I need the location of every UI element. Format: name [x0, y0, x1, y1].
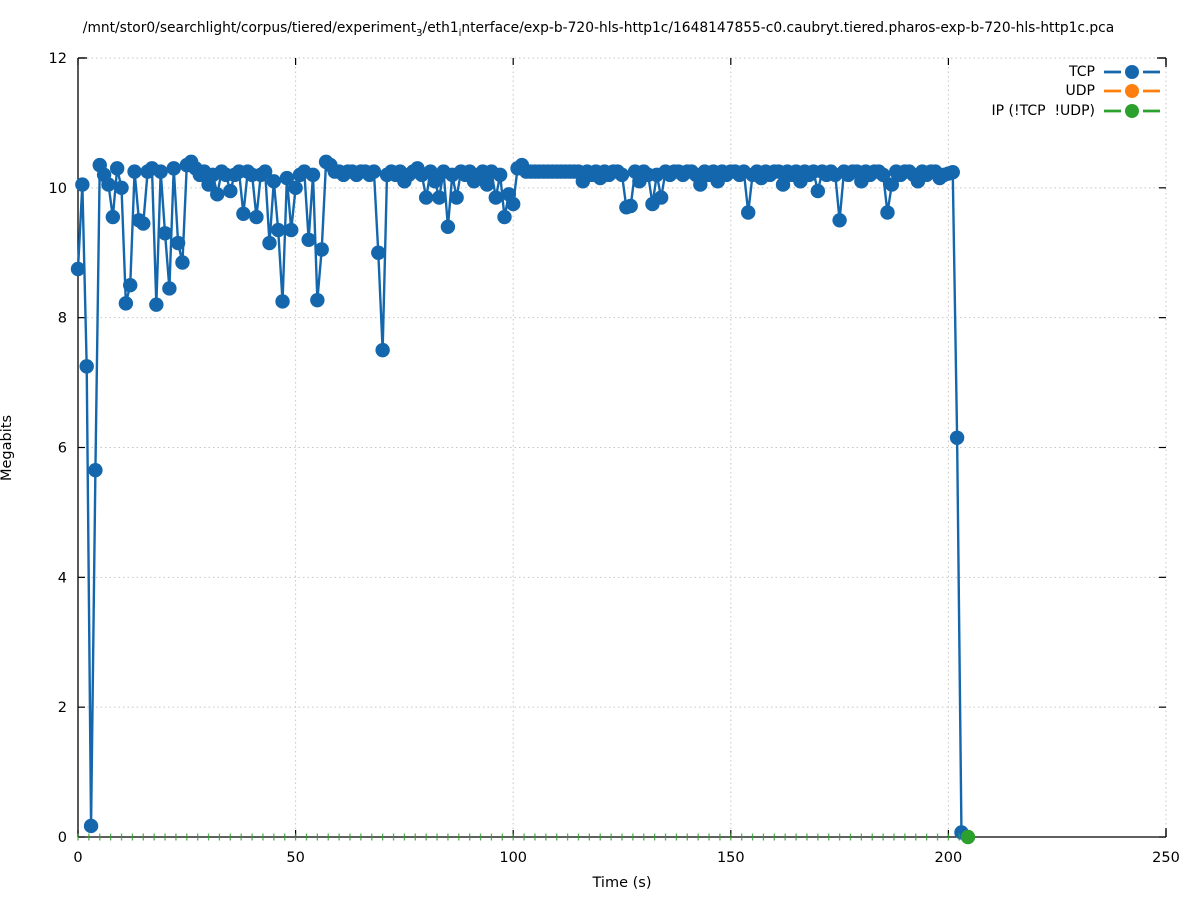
x-tick-label: 150 [717, 850, 745, 866]
chart-title-text: /mnt/stor0/searchlight/corpus/tiered/exp… [82, 20, 417, 36]
legend-marker-icon [1104, 64, 1160, 79]
legend-marker-icon [1104, 103, 1160, 118]
chart-title: /mnt/stor0/searchlight/corpus/tiered/exp… [0, 20, 1197, 39]
chart-title-subscript: i [458, 27, 462, 39]
legend-item-tcp: TCP [992, 63, 1160, 80]
y-tick-label: 10 [49, 181, 67, 197]
series-ip-tcp-udp [77, 829, 976, 845]
x-tick-label: 250 [1152, 850, 1180, 866]
x-tick-label: 100 [499, 850, 527, 866]
legend-label-ip: IP (!TCP !UDP) [991, 102, 1096, 119]
y-tick-label: 6 [58, 441, 67, 457]
x-axis-label: Time (s) [592, 875, 652, 891]
series-tcp [70, 154, 969, 840]
legend-item-ip: IP (!TCP !UDP) [991, 102, 1160, 119]
legend-marker-icon [1104, 84, 1160, 98]
chart-title-text: nterface/exp-b-720-hls-http1c/1648147855… [461, 20, 1115, 36]
x-tick-label: 50 [286, 850, 304, 866]
x-tick-label: 0 [73, 850, 82, 866]
legend-item-udp: UDP [992, 83, 1160, 99]
legend: TCP UDP IP (!TCP !UDP) [991, 63, 1160, 119]
x-tick-label: 200 [935, 850, 963, 866]
y-tick-label: 4 [58, 570, 67, 586]
chart-title-subscript: 3 [416, 27, 423, 39]
legend-label-udp: UDP [1065, 83, 1095, 99]
tick-labels: 0 50 100 150 200 250 0 2 4 6 8 10 12 [49, 51, 1180, 866]
y-tick-label: 0 [58, 830, 67, 846]
chart-title-text: /eth1 [422, 20, 459, 36]
legend-label-tcp: TCP [1069, 63, 1095, 80]
y-tick-label: 8 [58, 311, 67, 327]
y-tick-label: 2 [58, 700, 67, 716]
y-tick-label: 12 [49, 51, 67, 67]
